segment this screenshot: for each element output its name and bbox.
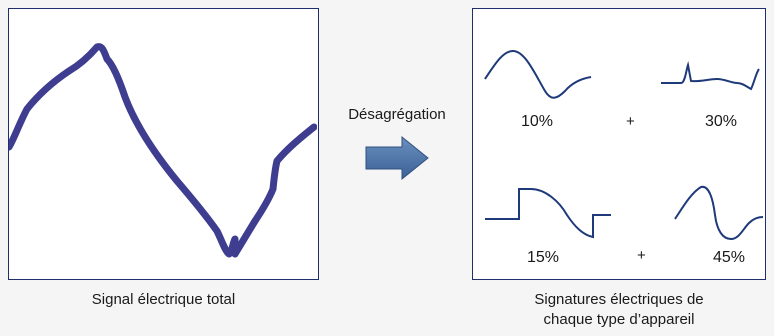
signatures-caption-line-1: Signatures électriques de — [534, 291, 704, 308]
total-signal-panel — [8, 8, 319, 280]
total-signal-waveform — [9, 43, 317, 258]
signature-1-percent: 10% — [521, 113, 554, 130]
signatures-caption-line-2: chaque type d’appareil — [543, 311, 695, 328]
signature-4-waveform — [674, 185, 764, 241]
right-arrow-icon — [365, 135, 429, 181]
signature-1-waveform — [484, 49, 592, 99]
disaggregation-label: Désagrégation — [348, 106, 446, 123]
plus-sign-top: + — [626, 113, 635, 130]
signature-3-waveform — [485, 188, 611, 239]
signatures-panel: 10% + 30% 15% + 45% — [472, 8, 766, 280]
signature-2-percent: 30% — [705, 113, 738, 130]
plus-sign-bottom: + — [637, 247, 646, 264]
signature-4-percent: 45% — [713, 249, 746, 266]
signatures-caption: Signatures électriques de chaque type d’… — [472, 290, 766, 330]
signature-3-percent: 15% — [527, 249, 560, 266]
signature-2-waveform — [661, 61, 760, 91]
total-signal-caption: Signal électrique total — [91, 291, 236, 308]
